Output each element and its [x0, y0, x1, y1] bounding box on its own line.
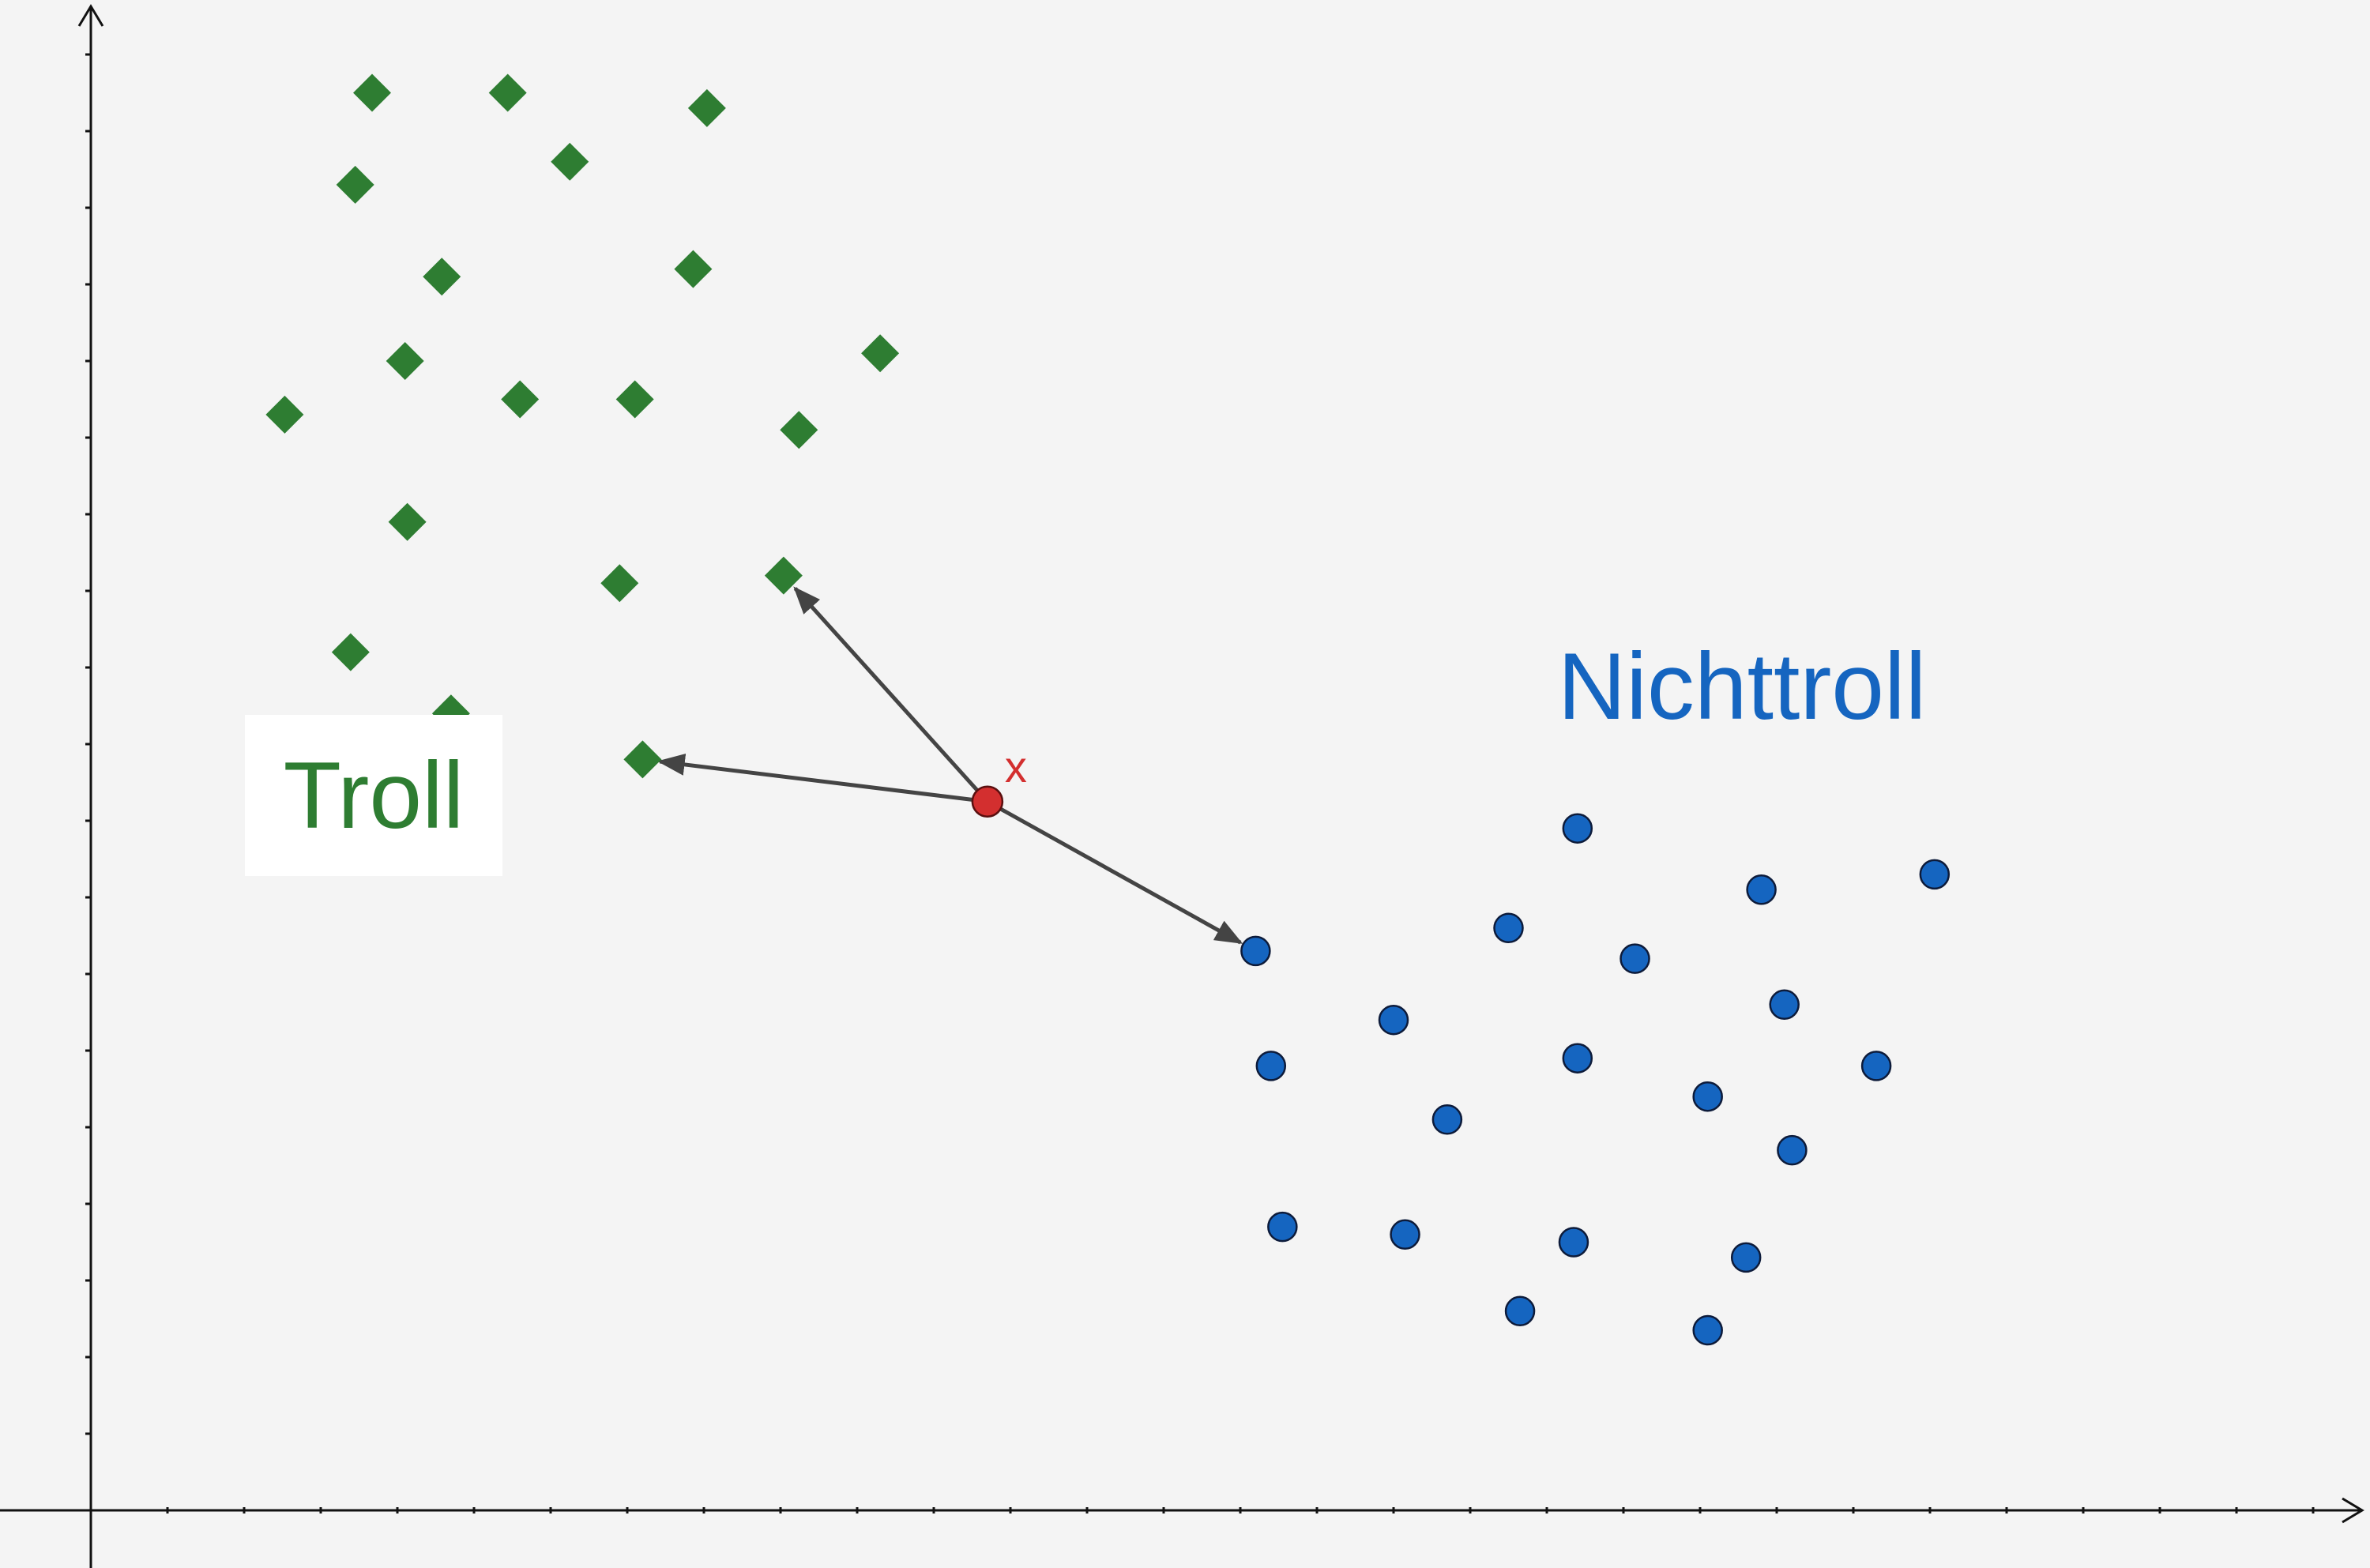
nichttroll-point — [1558, 1227, 1589, 1258]
nichttroll-point — [1493, 912, 1524, 944]
nichttroll-point — [1378, 1004, 1409, 1036]
nichttroll-point — [1692, 1314, 1723, 1346]
nichttroll-point — [1431, 1104, 1463, 1135]
neighbor-arrow — [793, 586, 989, 803]
troll-point — [331, 633, 370, 671]
troll-point — [336, 165, 374, 204]
nichttroll-point — [1504, 1295, 1536, 1327]
troll-point — [388, 502, 427, 541]
nichttroll-point — [1390, 1219, 1420, 1250]
nichttroll-point — [1240, 935, 1271, 967]
troll-point — [623, 740, 662, 779]
troll-point — [501, 380, 540, 419]
neighbor-arrow — [986, 799, 1243, 945]
troll-point — [780, 411, 818, 449]
nichttroll-point — [1562, 813, 1593, 844]
nichttroll-class-label: Nichttroll — [1558, 634, 1927, 739]
nichttroll-point — [1860, 1051, 1892, 1081]
troll-point — [764, 556, 803, 595]
nichttroll-point — [1255, 1051, 1287, 1081]
troll-point — [265, 395, 304, 434]
axes — [0, 4, 2364, 1568]
neighbor-arrows — [656, 586, 1243, 945]
troll-point — [674, 250, 713, 288]
troll-point — [615, 380, 654, 419]
nichttroll-point — [1562, 1043, 1593, 1074]
nichttroll-point — [1777, 1134, 1808, 1166]
troll-point — [386, 342, 424, 380]
troll-point — [861, 334, 900, 373]
troll-point — [352, 73, 391, 112]
troll-point — [551, 142, 589, 181]
troll-point — [488, 73, 527, 112]
nichttroll-point — [1692, 1081, 1723, 1112]
troll-class-label: Troll — [284, 743, 465, 848]
query-point-group: x — [971, 742, 1027, 818]
nichttroll-series — [1240, 813, 1951, 1346]
troll-label-box — [245, 715, 502, 876]
x-axis-arrowhead — [2342, 1497, 2364, 1524]
troll-point — [600, 564, 639, 603]
query-point-label: x — [1005, 742, 1027, 792]
nichttroll-point — [1746, 874, 1777, 905]
troll-point — [423, 258, 461, 296]
troll-point — [687, 88, 726, 127]
nichttroll-point — [1730, 1242, 1762, 1273]
nichttroll-point — [1620, 943, 1650, 974]
y-axis-arrowhead — [77, 4, 104, 27]
neighbor-arrow — [656, 753, 988, 804]
query-point — [971, 785, 1004, 818]
nichttroll-point — [1769, 989, 1800, 1021]
nichttroll-point — [1267, 1211, 1298, 1243]
nichttroll-point — [1919, 859, 1951, 890]
